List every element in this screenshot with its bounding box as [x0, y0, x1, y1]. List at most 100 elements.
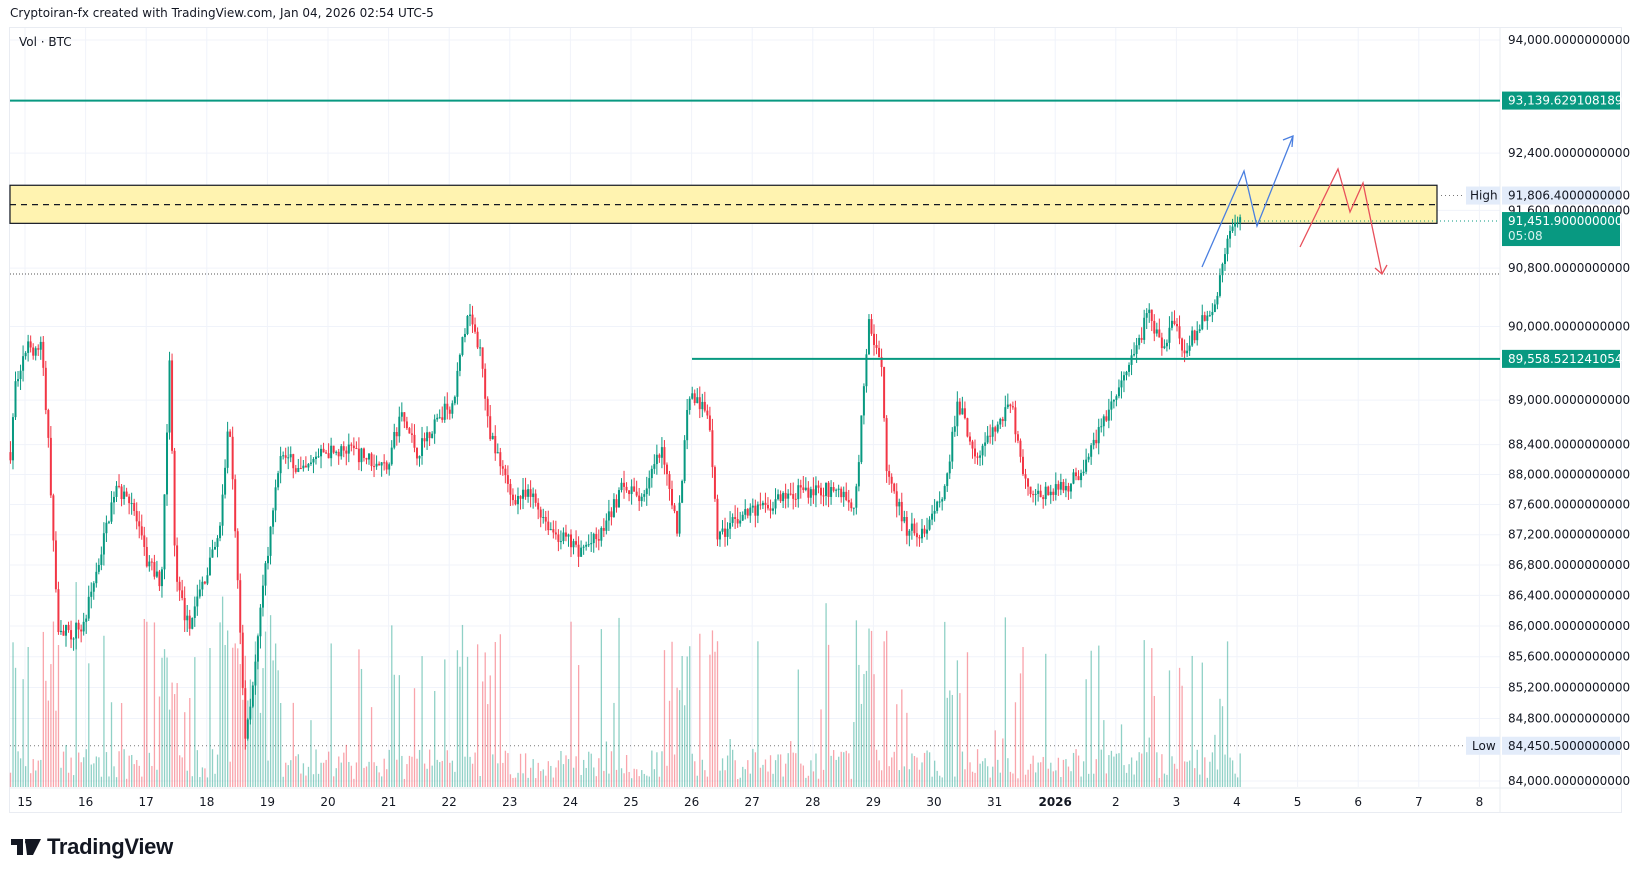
candle-body: [176, 545, 179, 582]
volume-bar: [992, 766, 994, 787]
volume-bar: [981, 761, 984, 787]
volume-bar: [1229, 757, 1231, 787]
candle-body: [1100, 426, 1103, 428]
candle-body: [360, 448, 363, 463]
volume-bar: [484, 652, 486, 787]
candle-body: [1191, 330, 1194, 346]
candle-body: [926, 529, 929, 534]
candle-body: [920, 528, 923, 539]
candle-body: [511, 494, 514, 501]
volume-bar: [719, 770, 721, 787]
candle-body: [542, 516, 545, 518]
candle-body: [860, 415, 863, 463]
volume-bar: [1070, 771, 1072, 787]
candle-body: [630, 486, 633, 495]
volume-bar: [696, 775, 698, 787]
candle-body: [191, 617, 194, 629]
volume-bar: [961, 751, 964, 787]
volume-bar: [353, 778, 355, 787]
candle-body: [385, 462, 388, 470]
candle-body: [231, 436, 234, 480]
x-tick-label: 8: [1476, 795, 1484, 809]
candle-body: [640, 496, 643, 502]
volume-bar: [411, 756, 413, 787]
candle-body: [724, 528, 727, 537]
candle-body: [1145, 313, 1148, 318]
y-tick-label: 90,800.0000000000: [1508, 261, 1630, 275]
volume-bar: [52, 621, 55, 787]
candle-body: [224, 467, 227, 495]
candle-body: [994, 427, 997, 432]
volume-bar: [989, 777, 991, 787]
candle-body: [446, 403, 449, 410]
volume-bar: [391, 625, 393, 787]
candle-body: [128, 496, 131, 504]
volume-bar: [148, 752, 151, 787]
volume-bar: [60, 767, 62, 787]
x-tick-label: 28: [805, 795, 820, 809]
candle-body: [112, 496, 115, 503]
candle-body: [650, 468, 653, 479]
candle-body: [835, 489, 838, 491]
chart-panel[interactable]: [9, 27, 1622, 813]
candle-body: [236, 531, 239, 581]
candle-body: [312, 459, 315, 463]
volume-bar: [449, 762, 451, 787]
candle-body: [885, 418, 888, 472]
volume-bar: [711, 630, 714, 787]
candle-body: [590, 543, 593, 545]
volume-bar: [199, 777, 201, 787]
tradingview-logo[interactable]: TradingView: [11, 834, 173, 860]
volume-bar: [358, 649, 360, 787]
volume-bar: [524, 753, 527, 787]
candle-body: [458, 354, 461, 371]
volume-bar: [330, 643, 332, 787]
candle-body: [1037, 490, 1040, 494]
candle-body: [325, 452, 328, 454]
candle-body: [1095, 439, 1098, 444]
candle-body: [628, 490, 631, 495]
volume-bar: [307, 766, 310, 787]
y-tick-label: 89,000.0000000000: [1508, 393, 1630, 407]
volume-bar: [1141, 753, 1143, 787]
volume-bar: [701, 759, 704, 787]
volume-bar: [1032, 755, 1034, 787]
candle-body: [352, 445, 355, 449]
candle-body: [1059, 481, 1062, 490]
volume-bar: [1194, 768, 1196, 787]
candle-body: [42, 341, 45, 368]
volume-bar: [931, 776, 933, 787]
volume-bar: [964, 769, 966, 787]
volume-bar: [681, 656, 683, 787]
candle-body: [822, 495, 825, 497]
volume-bar: [184, 712, 186, 787]
volume-bar: [176, 683, 178, 787]
candle-body: [693, 393, 696, 404]
candle-body: [736, 519, 739, 524]
volume-bar: [1148, 737, 1150, 787]
volume-bar: [232, 647, 234, 787]
x-tick-label: 7: [1415, 795, 1423, 809]
volume-bar: [502, 762, 504, 787]
volume-bar: [297, 754, 300, 787]
candle-body: [70, 630, 73, 640]
candle-body: [1160, 337, 1163, 349]
volume-bar: [131, 754, 133, 787]
volume-bar: [898, 770, 900, 787]
candle-body: [782, 492, 785, 502]
volume-bar: [1153, 695, 1155, 787]
candle-body: [734, 517, 737, 520]
volume-bar: [817, 778, 820, 787]
volume-bar: [704, 770, 706, 787]
y-tick-label: 94,000.0000000000: [1508, 33, 1630, 47]
volume-bar: [610, 751, 613, 787]
candle-body: [686, 409, 689, 441]
candle-body: [249, 706, 252, 720]
candle-body: [140, 526, 143, 536]
volume-bar: [820, 709, 822, 787]
candle-body: [395, 432, 398, 437]
volume-bar: [1181, 685, 1183, 787]
candle-body: [1213, 304, 1216, 312]
candle-body: [999, 418, 1002, 425]
